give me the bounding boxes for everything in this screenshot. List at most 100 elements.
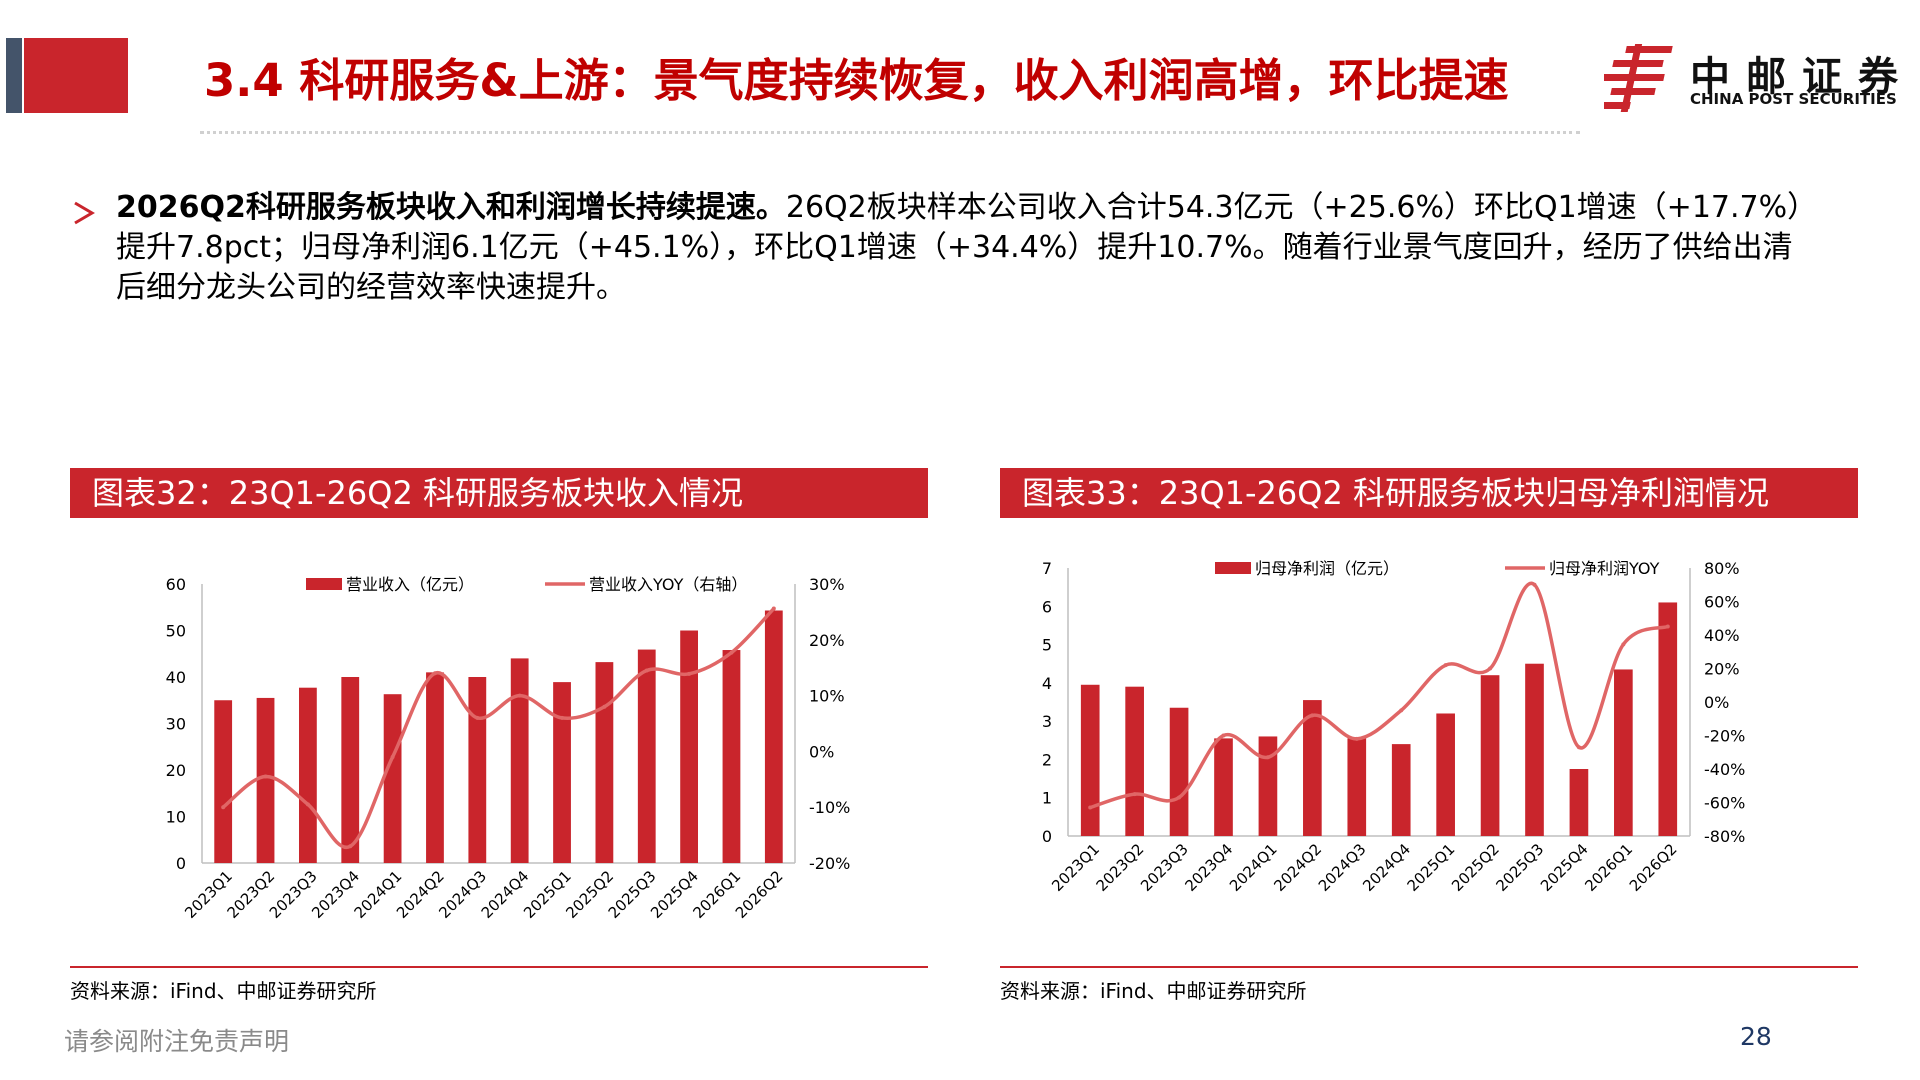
bar bbox=[1436, 713, 1455, 836]
company-logo: 中邮证券 CHINA POST SECURITIES bbox=[1604, 40, 1904, 115]
x-tick-label: 2023Q4 bbox=[1182, 840, 1237, 895]
bar bbox=[1214, 738, 1233, 836]
y-tick-label-right: -20% bbox=[1704, 727, 1745, 746]
yoy-point bbox=[771, 606, 776, 611]
bar bbox=[341, 677, 360, 863]
legend-bar-swatch bbox=[306, 578, 342, 590]
yoy-point bbox=[687, 671, 692, 676]
x-tick-label: 2025Q4 bbox=[1537, 840, 1592, 895]
yoy-point bbox=[1665, 624, 1670, 629]
y-tick-label-right: -80% bbox=[1704, 827, 1745, 846]
yoy-point bbox=[1621, 642, 1626, 647]
yoy-point bbox=[560, 715, 565, 720]
revenue-chart: 0102030405060-20%-10%0%10%20%30%2023Q120… bbox=[166, 575, 851, 922]
yoy-point bbox=[348, 844, 353, 849]
yoy-point bbox=[644, 668, 649, 673]
x-tick-label: 2024Q4 bbox=[1359, 840, 1414, 895]
bar bbox=[553, 682, 571, 863]
logo-english-text: CHINA POST SECURITIES bbox=[1690, 90, 1897, 108]
y-tick-label-right: 20% bbox=[1704, 660, 1740, 679]
x-tick-label: 2024Q1 bbox=[1226, 840, 1281, 895]
bar bbox=[298, 687, 317, 863]
legend-bar-label: 营业收入（亿元） bbox=[346, 575, 474, 594]
y-tick-label-left: 3 bbox=[1042, 712, 1052, 731]
yoy-point bbox=[1310, 713, 1315, 718]
y-tick-label-right: 0% bbox=[1704, 693, 1729, 712]
legend-line-label: 归母净利润YOY bbox=[1549, 559, 1660, 578]
bar bbox=[1525, 663, 1544, 836]
bar bbox=[680, 630, 699, 863]
y-tick-label-left: 0 bbox=[176, 854, 186, 873]
bar bbox=[510, 658, 529, 863]
y-tick-label-right: -40% bbox=[1704, 760, 1745, 779]
y-tick-label-right: 40% bbox=[1704, 626, 1740, 645]
bar bbox=[1480, 675, 1500, 836]
yoy-point bbox=[1132, 792, 1137, 797]
yoy-point bbox=[305, 802, 310, 807]
bar bbox=[1658, 602, 1678, 836]
disclaimer-link[interactable]: 请参阅附注免责声明 bbox=[64, 1027, 290, 1056]
summary-text: 26Q2板块样本公司收入合计54.3亿元（+25.6%）环比Q1增速（+17.7… bbox=[116, 190, 1803, 305]
yoy-point bbox=[390, 754, 395, 759]
yoy-point bbox=[263, 774, 268, 779]
y-tick-label-right: -60% bbox=[1704, 794, 1745, 813]
yoy-point bbox=[1576, 745, 1581, 750]
bar bbox=[637, 649, 656, 863]
source-note-left: 资料来源：iFind、中邮证券研究所 bbox=[70, 979, 377, 1003]
bar bbox=[722, 650, 741, 863]
yoy-point bbox=[1488, 666, 1493, 671]
x-tick-label: 2023Q2 bbox=[1093, 840, 1148, 895]
yoy-point bbox=[1443, 663, 1448, 668]
x-tick-label: 2025Q1 bbox=[1404, 840, 1459, 895]
y-tick-label-left: 10 bbox=[166, 808, 186, 827]
chart-header-right: 图表33：23Q1-26Q2 科研服务板块归母净利润情况 bbox=[1000, 468, 1858, 518]
bar bbox=[1125, 686, 1144, 836]
x-tick-label: 2025Q2 bbox=[1448, 840, 1503, 895]
bar bbox=[426, 672, 444, 863]
yoy-point bbox=[602, 704, 607, 709]
y-tick-label-left: 1 bbox=[1042, 789, 1052, 808]
bar bbox=[1614, 669, 1633, 836]
logo-mark-icon bbox=[1604, 44, 1673, 112]
yoy-point bbox=[221, 805, 226, 810]
yoy-point bbox=[1532, 582, 1537, 587]
bullet-arrow-icon bbox=[74, 201, 95, 225]
y-tick-label-right: 60% bbox=[1704, 593, 1740, 612]
bar bbox=[1303, 700, 1322, 836]
yoy-line bbox=[222, 607, 776, 850]
x-tick-label: 2024Q3 bbox=[1315, 840, 1370, 895]
legend-line-label: 营业收入YOY（右轴） bbox=[589, 575, 747, 594]
y-tick-label-left: 5 bbox=[1042, 636, 1052, 655]
yoy-point bbox=[1399, 708, 1404, 713]
yoy-point bbox=[1265, 755, 1270, 760]
legend-bar-label: 归母净利润（亿元） bbox=[1255, 559, 1399, 578]
y-tick-label-left: 0 bbox=[1042, 827, 1052, 846]
logo-chinese-text: 中邮证券 bbox=[1690, 54, 1914, 100]
bar bbox=[764, 610, 783, 863]
yoy-point bbox=[1177, 795, 1182, 800]
header-red-block bbox=[24, 38, 128, 113]
page-title: 3.4 科研服务&上游：景气度持续恢复，收入利润高增，环比提速 bbox=[204, 54, 1509, 107]
bar bbox=[595, 662, 614, 863]
source-divider-left bbox=[70, 966, 928, 968]
y-tick-label-left: 40 bbox=[166, 668, 186, 687]
yoy-point bbox=[729, 650, 734, 655]
summary-lead: 2026Q2科研服务板块收入和利润增长持续提速。 bbox=[116, 190, 786, 225]
y-tick-label-left: 7 bbox=[1042, 559, 1052, 578]
source-divider-right bbox=[1000, 966, 1858, 968]
bar bbox=[1080, 684, 1100, 836]
bar bbox=[256, 697, 275, 863]
legend-bar-swatch bbox=[1215, 562, 1251, 574]
bar bbox=[1258, 736, 1278, 836]
y-tick-label-right: 30% bbox=[809, 575, 845, 594]
bar bbox=[1391, 744, 1411, 836]
header-accent-bar bbox=[6, 38, 22, 113]
y-tick-label-right: 10% bbox=[809, 687, 845, 706]
summary-paragraph: 2026Q2科研服务板块收入和利润增长持续提速。26Q2板块样本公司收入合计54… bbox=[116, 188, 1816, 308]
bar bbox=[468, 677, 487, 863]
y-tick-label-right: -10% bbox=[809, 798, 850, 817]
x-tick-label: 2026Q2 bbox=[1626, 840, 1681, 895]
yoy-point bbox=[432, 671, 437, 676]
x-tick-label: 2026Q2 bbox=[732, 867, 787, 922]
y-tick-label-left: 50 bbox=[166, 622, 186, 641]
